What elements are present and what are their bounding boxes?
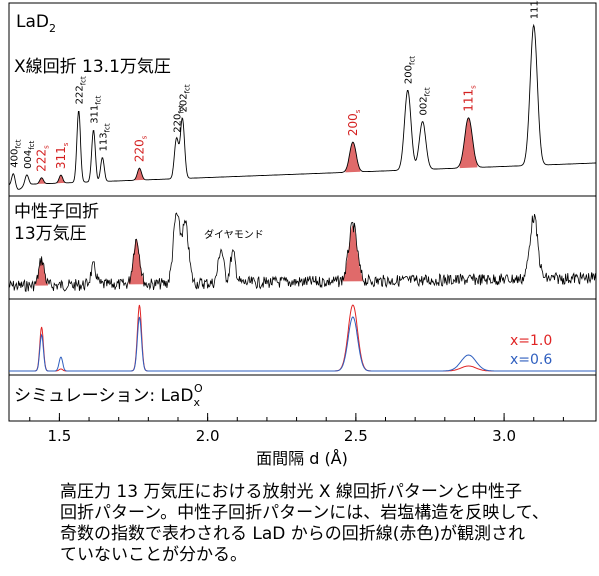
x-axis-ticks: 1.5 2.0 2.5 3.0 <box>29 413 564 445</box>
xray-peak-label-10: 200s <box>346 109 362 136</box>
xray-peak-label-2: 222s <box>35 145 51 172</box>
x-tick-label-2: 2.5 <box>344 427 368 445</box>
diamond-annotation: ダイヤモンド <box>204 228 264 241</box>
x-axis-label: 面間隔 d (Å) <box>256 449 348 468</box>
xray-peak-label-9: 202fct <box>178 84 191 112</box>
xray-panel-label: X線回折 13.1万気圧 <box>14 57 171 77</box>
xray-peak-label-3: 311s <box>54 142 70 169</box>
xray-peak-label-5: 311fct <box>90 95 103 123</box>
xray-peak-label-1: 004fct <box>23 140 36 168</box>
xray-peak-label-11: 200fct <box>404 56 417 84</box>
xray-peak-fill-7 <box>134 168 145 181</box>
neutron-trace <box>8 212 597 293</box>
xray-peak-label-8: 220fct <box>173 104 186 132</box>
traces-layer <box>8 23 597 372</box>
caption-line-4: ていないことが分かる。 <box>60 545 247 565</box>
xray-peak-label-14: 111fct <box>530 0 543 19</box>
plot-frame <box>8 2 597 422</box>
neutron-peak-fill-7 <box>342 225 363 282</box>
xray-peak-fill-3 <box>56 175 65 184</box>
neutron-panel-label-pressure: 13万気圧 <box>14 224 87 244</box>
xray-peak-fill-10 <box>345 142 361 173</box>
figure-caption: 高圧力 13 万気圧における放射光 X 線回折パターンと中性子 回折パターン。中… <box>60 482 590 566</box>
chart-title: LaD2 <box>16 12 56 35</box>
caption-line-3: 奇数の指数で表わされる LaD からの回折線(赤色)が観測され <box>60 524 526 544</box>
xray-peak-label-4: 222fct <box>75 76 88 104</box>
neutron-peak-fill-0 <box>35 259 48 286</box>
xray-peak-fill-13 <box>459 117 478 169</box>
x-tick-label-3: 3.0 <box>492 427 516 445</box>
xray-trace <box>8 23 596 190</box>
simulation-panel-label: シミュレーション: LaDxO <box>14 382 203 409</box>
neutron-panel-label: 中性子回折 <box>14 202 99 222</box>
xray-peak-label-12: 002fct <box>419 87 432 115</box>
xray-peak-label-13: 111s <box>462 85 478 112</box>
xray-peak-fill-2 <box>37 177 46 184</box>
sim-trace-1 <box>9 316 596 372</box>
x-tick-label-1: 2.0 <box>196 427 220 445</box>
xray-peak-label-0: 400fct <box>9 139 22 167</box>
legend-x10: x=1.0 <box>510 333 552 349</box>
x-tick-label-0: 1.5 <box>47 427 71 445</box>
caption-line-2: 回折パターン。中性子回折パターンには、岩塩構造を反映して、 <box>60 503 549 523</box>
caption-line-1: 高圧力 13 万気圧における放射光 X 線回折パターンと中性子 <box>60 482 523 502</box>
sim-trace-0 <box>9 304 596 372</box>
legend-x06: x=0.6 <box>510 352 552 368</box>
xray-peak-label-6: 113fct <box>98 123 111 151</box>
neutron-peak-fill-2 <box>128 239 145 285</box>
xray-peak-label-7: 220s <box>132 135 148 162</box>
